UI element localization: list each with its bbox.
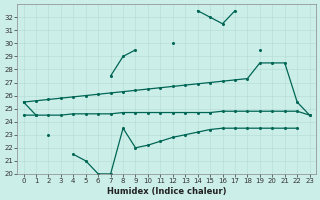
X-axis label: Humidex (Indice chaleur): Humidex (Indice chaleur) [107,187,226,196]
